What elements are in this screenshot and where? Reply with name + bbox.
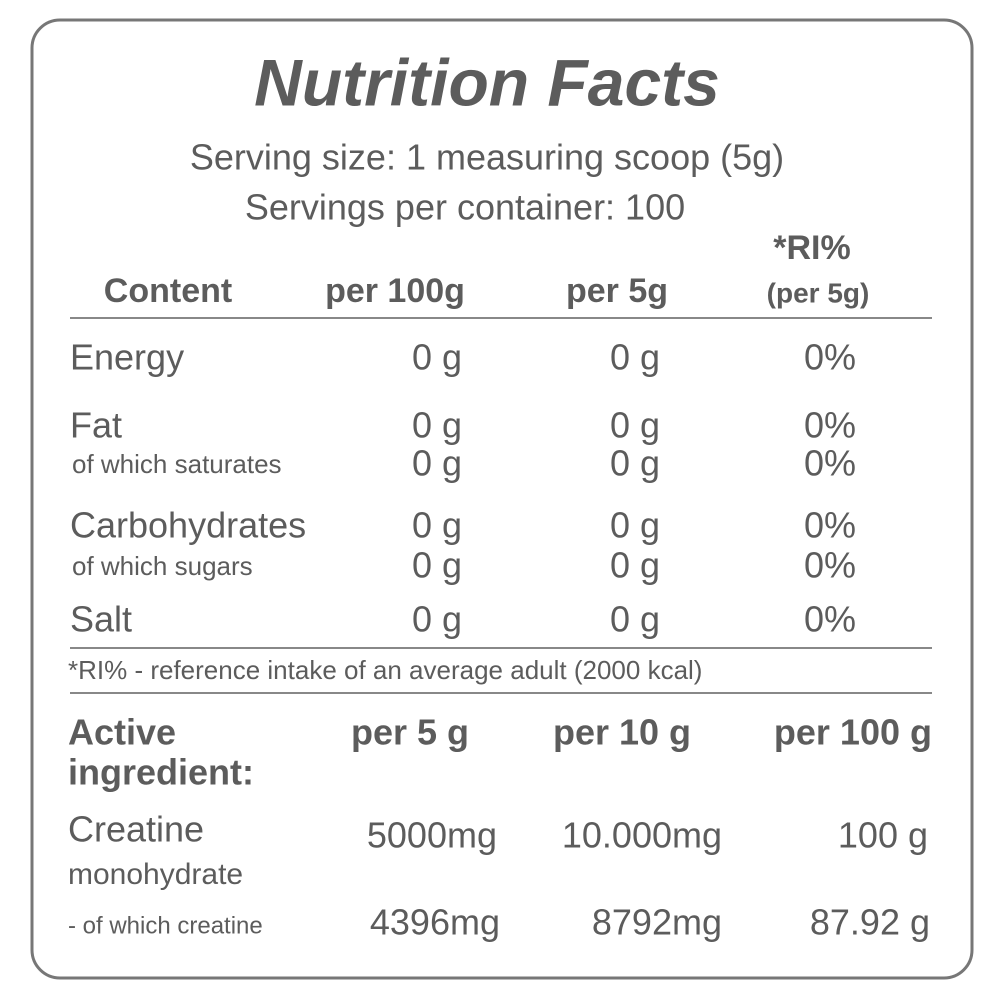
cell: 0% <box>804 599 856 640</box>
ingredient-subname: monohydrate <box>68 858 243 891</box>
header: per 100 g <box>774 712 932 753</box>
cell: 0% <box>804 405 856 446</box>
cell: 0 g <box>610 337 660 378</box>
cell: 0 g <box>610 505 660 546</box>
cell: 10.000mg <box>562 815 722 856</box>
cell: 0 g <box>412 505 462 546</box>
cell: 0 g <box>412 443 462 484</box>
header: ingredient: <box>68 752 254 793</box>
footnote: *RI% - reference intake of an average ad… <box>68 655 702 685</box>
row-label: Energy <box>70 337 184 378</box>
cell: 0 g <box>412 545 462 586</box>
cell: 0% <box>804 545 856 586</box>
cell: 0 g <box>610 545 660 586</box>
cell: 0 g <box>412 599 462 640</box>
cell: 0 g <box>610 443 660 484</box>
ingredient-name: Creatine <box>68 809 204 850</box>
header: per 5g <box>566 272 668 310</box>
header: (per 5g) <box>767 277 870 308</box>
cell: 100 g <box>838 815 928 856</box>
title: Nutrition Facts <box>254 45 720 119</box>
cell: 0 g <box>610 599 660 640</box>
cell: 87.92 g <box>810 902 930 943</box>
row-label: of which sugars <box>72 551 253 581</box>
cell: 0% <box>804 337 856 378</box>
cell: 5000mg <box>367 815 497 856</box>
servings-per-container: Servings per container: 100 <box>245 187 685 228</box>
row-label: of which saturates <box>72 449 282 479</box>
cell: 0 g <box>412 337 462 378</box>
cell: 8792mg <box>592 902 722 943</box>
header: per 100g <box>325 272 465 310</box>
header: Active <box>68 712 176 753</box>
serving-size: Serving size: 1 measuring scoop (5g) <box>190 137 784 178</box>
ingredient-name: - of which creatine <box>68 912 263 939</box>
header: per 10 g <box>553 712 691 753</box>
cell: 0 g <box>610 405 660 446</box>
header: *RI% <box>773 229 850 267</box>
cell: 0% <box>804 505 856 546</box>
row-label: Fat <box>70 405 122 446</box>
row-label: Carbohydrates <box>70 505 306 546</box>
label-border <box>30 18 974 980</box>
cell: 4396mg <box>370 902 500 943</box>
cell: 0 g <box>412 405 462 446</box>
header: per 5 g <box>351 712 469 753</box>
header: Content <box>104 272 232 310</box>
row-label: Salt <box>70 599 132 640</box>
cell: 0% <box>804 443 856 484</box>
